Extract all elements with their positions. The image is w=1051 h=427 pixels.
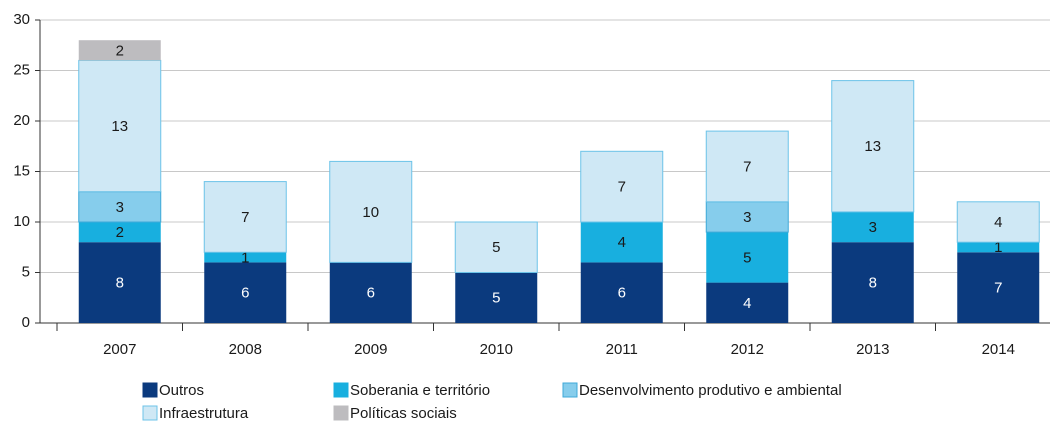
data-label: 10 — [362, 204, 379, 221]
x-tick-label: 2011 — [606, 341, 638, 358]
legend-label: Políticas sociais — [350, 405, 457, 422]
bar-segment — [705, 130, 789, 203]
bar-segment — [204, 252, 287, 263]
legend-swatch — [333, 405, 349, 421]
data-label: 2 — [116, 42, 124, 59]
data-label: 3 — [743, 209, 751, 226]
data-label: 6 — [241, 285, 249, 302]
data-label: 5 — [492, 290, 500, 307]
x-tick-label: 2007 — [103, 341, 136, 358]
bar-segment — [204, 262, 287, 323]
y-tick-label: 30 — [13, 11, 30, 28]
y-tick-label: 10 — [13, 213, 30, 230]
x-tick-label: 2012 — [731, 341, 764, 358]
legend-label: Infraestrutura — [159, 405, 249, 422]
legend-swatch — [562, 382, 578, 398]
bar-segment — [580, 262, 663, 323]
data-label: 13 — [864, 138, 881, 155]
data-label: 6 — [367, 285, 375, 302]
data-label: 4 — [618, 234, 626, 251]
bar-segment — [705, 201, 789, 233]
data-label: 7 — [743, 158, 751, 175]
bar-segment — [78, 222, 161, 243]
data-label: 7 — [994, 280, 1002, 297]
data-label: 4 — [994, 214, 1002, 231]
bar-segment — [329, 262, 412, 323]
data-label: 13 — [111, 118, 128, 135]
data-label: 4 — [743, 295, 751, 312]
bar-segment — [831, 211, 914, 243]
bar-segment — [203, 181, 287, 253]
data-label: 2 — [116, 224, 124, 241]
y-tick-label: 0 — [22, 314, 30, 331]
data-label: 6 — [618, 285, 626, 302]
x-tick-label: 2013 — [856, 341, 889, 358]
bar-segment — [78, 40, 161, 61]
y-tick-label: 25 — [13, 61, 30, 78]
y-tick-label: 20 — [13, 112, 30, 129]
bar-segment — [580, 222, 663, 263]
legend-label: Outros — [159, 382, 204, 399]
data-label: 1 — [241, 249, 249, 266]
bar-segment — [706, 232, 789, 283]
data-label: 7 — [241, 209, 249, 226]
bar-segment — [956, 201, 1040, 243]
data-label: 7 — [618, 179, 626, 196]
bar-segment — [455, 272, 538, 323]
x-tick-label: 2010 — [480, 341, 513, 358]
bar-segment — [957, 252, 1040, 323]
y-tick-label: 5 — [22, 263, 30, 280]
data-label: 1 — [994, 239, 1002, 256]
x-tick-label: 2014 — [982, 341, 1015, 358]
legend-label: Soberania e território — [350, 382, 490, 399]
bar-segment — [957, 242, 1040, 253]
legend-swatch — [142, 382, 158, 398]
bar-segment — [706, 282, 789, 323]
data-label: 5 — [492, 239, 500, 256]
data-label: 5 — [743, 249, 751, 266]
x-tick-label: 2008 — [229, 341, 262, 358]
bar-segment — [580, 150, 664, 223]
data-label: 3 — [116, 199, 124, 216]
x-tick-label: 2009 — [354, 341, 387, 358]
data-label: 8 — [116, 275, 124, 292]
bar-segment — [831, 80, 915, 213]
data-label: 3 — [869, 219, 877, 236]
legend-swatch — [333, 382, 349, 398]
bar-segment — [454, 221, 538, 273]
y-tick-label: 15 — [13, 162, 30, 179]
legend-label: Desenvolvimento produtivo e ambiental — [579, 382, 842, 399]
bar-segment — [329, 160, 413, 263]
data-label: 8 — [869, 275, 877, 292]
legend-swatch — [142, 405, 158, 421]
bar-segment — [78, 242, 161, 323]
bar-segment — [831, 242, 914, 323]
